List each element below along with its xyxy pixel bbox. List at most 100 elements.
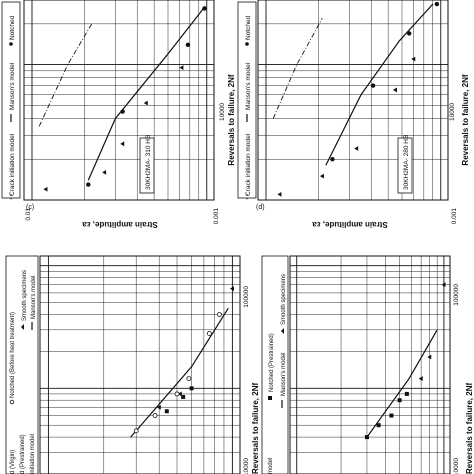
marks [277,1,440,197]
legend-smooth: Smooth specimens [281,274,287,325]
y-tick-d-1: 0.001 [451,208,458,225]
legend-crack-initiation: Crack initiation model [245,133,252,196]
legend-prestrained: d (Prestrained) [20,434,26,474]
data-point [179,65,184,71]
data-point [181,394,186,399]
data-point [441,282,446,288]
data-point [120,141,125,147]
legend-smooth: Smooth specimens [22,270,28,321]
x-axis-label-a: Reversals to failure, 2Nf [251,383,260,474]
data-point [164,409,169,414]
grid [257,0,448,201]
data-point [354,146,359,151]
data-point [120,109,125,114]
data-point [202,6,207,11]
data-point [133,428,139,434]
data-point [319,173,324,179]
curves [130,307,229,438]
data-point [330,157,335,162]
material-box-c: 30KH2MA- 310 HB [139,135,155,194]
panel-label-d: (d) [256,204,265,211]
panel-b: model Notched (Prestrained) Manson's mod… [261,255,474,474]
data-point [364,435,369,440]
data-point [389,413,394,418]
data-point [156,404,161,410]
legend-box: Crack initiation model Manson's model No… [237,1,257,200]
data-point [174,391,180,397]
data-point [397,398,402,403]
legend-box: model Notched (Prestrained) Manson's mod… [261,255,289,474]
material-label-c: 30KH2MA- 310 HB [145,135,152,190]
material-box-d: 30KH2MA- 280 HB [397,135,413,194]
plot-frame [257,0,449,201]
y-axis-label-c: Strain amplitude, εa [82,220,158,229]
x-tick-d-0: 10000 [449,103,456,121]
panel-c: Crack initiation model Manson's model No… [1,0,220,225]
data-point [86,182,91,187]
legend-manson: Manson's model [31,276,37,320]
data-point [229,286,234,292]
marks [133,286,234,434]
marks [364,282,446,440]
plot-frame [23,0,215,201]
curve-manson-s-model [325,3,434,166]
data-point [143,100,148,106]
data-point [392,87,397,93]
data-point [217,312,222,317]
data-point [177,391,182,397]
grid [23,0,214,201]
legend-box: Crack initiation model Manson's model No… [1,1,21,200]
data-point [43,186,48,192]
panel-d: Crack initiation model Manson's model No… [237,0,458,225]
plot-frame [39,255,241,474]
data-point [152,413,158,418]
x-tick-b-0: 10000 [453,458,460,474]
x-tick-a-0: 10000 [243,458,250,474]
data-point [189,386,194,391]
curves [38,5,206,181]
x-axis-label-d: Reversals to failure, 2Nf [461,74,470,165]
legend-model: model [268,458,274,474]
legend-notched: Notched [9,15,16,40]
x-tick-a-1: 100000 [243,286,250,308]
data-point [418,376,423,381]
plot-frame [289,255,451,474]
curves [272,3,434,166]
panel-label-c: (c) [26,204,34,211]
curves [366,329,438,438]
y-axis-label-d: Strain amplitude, εa [312,220,388,229]
legend-notched: Notched [245,15,252,40]
curve-manson-s-model [130,307,229,438]
data-point [185,42,191,48]
legend-crack-initiation: Crack initiation model [9,133,16,196]
y-tick-c-0: 0.01 [25,208,32,221]
legend-virgin: d (Virgin) [10,450,16,474]
data-point [404,391,409,396]
y-tick-c-1: 0.001 [213,208,220,225]
legend-manson: Manson's model [245,62,252,110]
legend-notched-prestrained: Notched (Prestrained) [269,333,275,392]
data-point [277,191,282,197]
legend-initiation-model: initiation model [30,434,36,474]
data-point [411,56,416,62]
legend-box: d (Virgin) d (Prestrained) initiation mo… [5,255,39,474]
x-tick-b-1: 100000 [453,284,460,306]
grid [39,256,240,474]
curve-manson-s-model [87,5,206,181]
x-axis-label-c: Reversals to failure, 2Nf [227,74,236,165]
data-point [427,354,432,360]
grid [289,256,450,474]
data-point [376,423,381,428]
curve-crack-initiation-model [272,17,323,119]
material-label-d: 30KH2MA- 280 HB [403,135,410,190]
marks [43,6,207,192]
legend-notched-before: Notched (Before heat treatment) [10,312,16,398]
panel-a: d (Virgin) d (Prestrained) initiation mo… [5,255,260,474]
data-point [102,169,107,175]
legend-manson: Manson's model [9,62,16,110]
data-point [207,331,212,336]
data-point [407,31,412,36]
curve-crack-initiation-model [38,23,93,127]
x-axis-label-b: Reversals to failure, 2Nf [465,383,474,474]
